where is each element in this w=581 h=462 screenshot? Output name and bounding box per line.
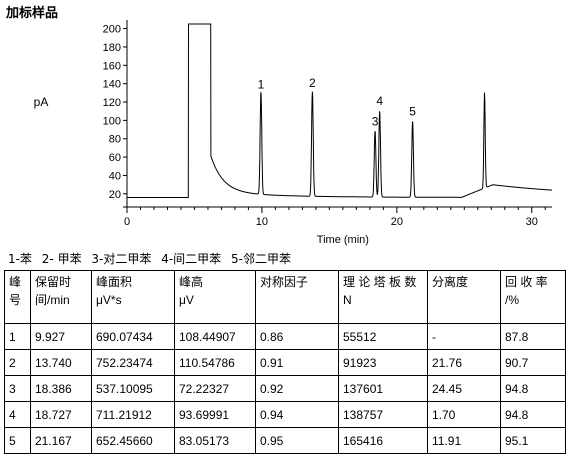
header-recovery: 回 收 率/% [500, 270, 566, 324]
table-cell: 18.386 [30, 375, 92, 402]
x-axis-label: Time (min) [317, 234, 369, 246]
y-tick-label: 20 [109, 189, 121, 201]
peak-legend: 1-苯 2- 甲苯 3-对二甲苯 4-间二甲苯 5-邻二甲苯 [8, 250, 297, 267]
table-cell: 690.07434 [91, 323, 175, 350]
table-cell: 137601 [338, 375, 428, 402]
table-cell: 18.727 [30, 401, 92, 428]
table-cell: 95.1 [500, 427, 566, 454]
table-row: 1 9.927 690.07434 108.44907 0.86 55512-87.8 [4, 323, 566, 350]
table-cell: 83.05173 [174, 427, 256, 454]
table-cell: 537.10095 [91, 375, 175, 402]
x-tick-label: 10 [256, 216, 268, 228]
table-cell: 0.94 [255, 401, 339, 428]
table-cell: 90.7 [500, 349, 566, 376]
table-cell: 0.91 [255, 349, 339, 376]
legend-item: 2- 甲苯 [41, 252, 82, 266]
table-cell: 0.86 [255, 323, 339, 350]
header-peak-area: 峰面积 μV*s [91, 270, 175, 324]
x-tick-label: 30 [526, 216, 538, 228]
table-cell: 13.740 [30, 349, 92, 376]
figure-title: 加标样品 [6, 6, 59, 21]
peak-label: 2 [309, 76, 316, 90]
peak-label: 5 [409, 104, 416, 118]
table-cell: 21.167 [30, 427, 92, 454]
table-cell: 55512 [338, 323, 428, 350]
table-cell: 9.927 [30, 323, 92, 350]
table-cell: 108.44907 [174, 323, 256, 350]
y-tick-label: 60 [109, 152, 121, 164]
chromatogram-trace [127, 23, 552, 198]
table-cell: 3 [4, 375, 31, 402]
legend-item: 4-间二甲苯 [161, 252, 222, 266]
y-tick-label: 200 [103, 24, 121, 36]
table-row: 2 13.740 752.23474 110.54786 0.91 91923 21.76 9… [4, 349, 566, 376]
table-cell: 2 [4, 349, 31, 376]
y-tick-label: 160 [103, 60, 121, 72]
x-tick-label: 0 [124, 216, 130, 228]
header-peak-number: 峰号 [4, 270, 31, 324]
table-cell: 5 [4, 427, 31, 454]
y-tick-label: 100 [103, 115, 121, 127]
table-cell: 752.23474 [91, 349, 175, 376]
table-cell: 1.70 [427, 401, 501, 428]
header-symmetry-factor: 对称因子 [255, 270, 339, 324]
table-cell: 1 [4, 323, 31, 350]
header-resolution: 分离度 [427, 270, 501, 324]
x-tick-label: 20 [391, 216, 403, 228]
table-row: 4 18.727 711.21912 93.69991 0.94 138757 1.70 94… [4, 401, 566, 428]
table-cell: 94.8 [500, 375, 566, 402]
table-cell: 21.76 [427, 349, 501, 376]
table-cell: 0.92 [255, 375, 339, 402]
table-body: 1 9.927 690.07434 108.44907 0.86 55512-87.8 2 1… [4, 323, 566, 454]
table-cell: 165416 [338, 427, 428, 454]
table-cell: 652.45660 [91, 427, 175, 454]
table-cell: 94.8 [500, 401, 566, 428]
peak-label: 4 [376, 94, 383, 108]
table-cell: 110.54786 [174, 349, 256, 376]
table-cell: - [427, 323, 501, 350]
table-row: 5 21.167 652.45660 83.05173 0.95 165416 11.91 9… [4, 427, 566, 454]
y-tick-label: 80 [109, 134, 121, 146]
y-axis-label: pA [34, 95, 49, 109]
legend-item: 1-苯 [8, 252, 32, 266]
legend-item: 5-邻二甲苯 [231, 252, 291, 266]
header-peak-height: 峰高 μV [174, 270, 256, 324]
table-cell: 0.95 [255, 427, 339, 454]
table-cell: 711.21912 [91, 401, 175, 428]
table-cell: 91923 [338, 349, 428, 376]
table-cell: 138757 [338, 401, 428, 428]
y-tick-label: 180 [103, 42, 121, 54]
table-cell: 72.22327 [174, 375, 256, 402]
table-cell: 11.91 [427, 427, 501, 454]
y-tick-label: 140 [103, 79, 121, 91]
table-cell: 93.69991 [174, 401, 256, 428]
y-tick-label: 120 [103, 97, 121, 109]
header-retention-time: 保留时 间/min [30, 270, 92, 324]
peak-label: 3 [372, 114, 379, 128]
peak-label: 1 [258, 78, 265, 92]
y-tick-label: 40 [109, 170, 121, 182]
legend-item: 3-对二甲苯 [91, 252, 152, 266]
table-row: 3 18.386 537.10095 72.22327 0.92 137601 24.45 9… [4, 375, 566, 402]
table-cell: 87.8 [500, 323, 566, 350]
table-cell: 4 [4, 401, 31, 428]
table-cell: 24.45 [427, 375, 501, 402]
chromatogram-chart: 20 40 60 80 100 120 140 160 180 200 0 10 20 30 pA Time … [34, 20, 552, 246]
